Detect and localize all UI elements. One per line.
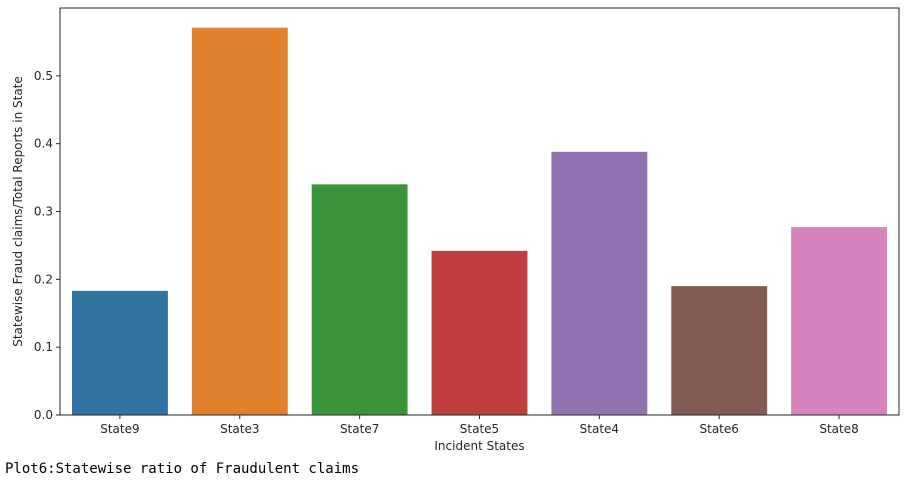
bar-state5 <box>431 250 528 415</box>
y-tick-label: 0.4 <box>34 137 53 151</box>
x-tick-label: State9 <box>100 422 139 436</box>
plot-frame <box>59 7 900 416</box>
y-tick-label: 0.1 <box>34 340 53 354</box>
bars-group <box>71 27 888 416</box>
bar-state4 <box>551 151 648 415</box>
bar-state9 <box>71 290 168 415</box>
x-axis-ticks: State9 State3 State7 State5 State4 State6 Stat… <box>100 415 859 436</box>
y-axis-label: Statewise Fraud claims/Total Reports in … <box>11 76 25 347</box>
bar-chart: 0.00.10.20.30.40.5 State9 State3 State7 Sta… <box>11 7 900 453</box>
bar-state7 <box>311 184 408 415</box>
x-axis-label: Incident States <box>434 439 524 453</box>
y-tick-label: 0.2 <box>34 272 53 286</box>
bar-state8 <box>791 227 888 415</box>
y-tick-label: 0.5 <box>34 69 53 83</box>
x-tick-label: State5 <box>460 422 499 436</box>
x-tick-label: State4 <box>580 422 619 436</box>
y-tick-label: 0.3 <box>34 205 53 219</box>
x-tick-label: State6 <box>700 422 739 436</box>
bar-state6 <box>671 286 768 415</box>
bar-state3 <box>191 27 288 416</box>
x-tick-label: State3 <box>220 422 259 436</box>
y-tick-label: 0.0 <box>34 408 53 422</box>
plot-caption: Plot6:Statewise ratio of Fraudulent clai… <box>5 461 360 477</box>
x-tick-label: State7 <box>340 422 379 436</box>
x-tick-label: State8 <box>819 422 858 436</box>
y-axis-ticks: 0.0 0.1 0.2 0.3 0.4 0.5 <box>34 69 60 422</box>
